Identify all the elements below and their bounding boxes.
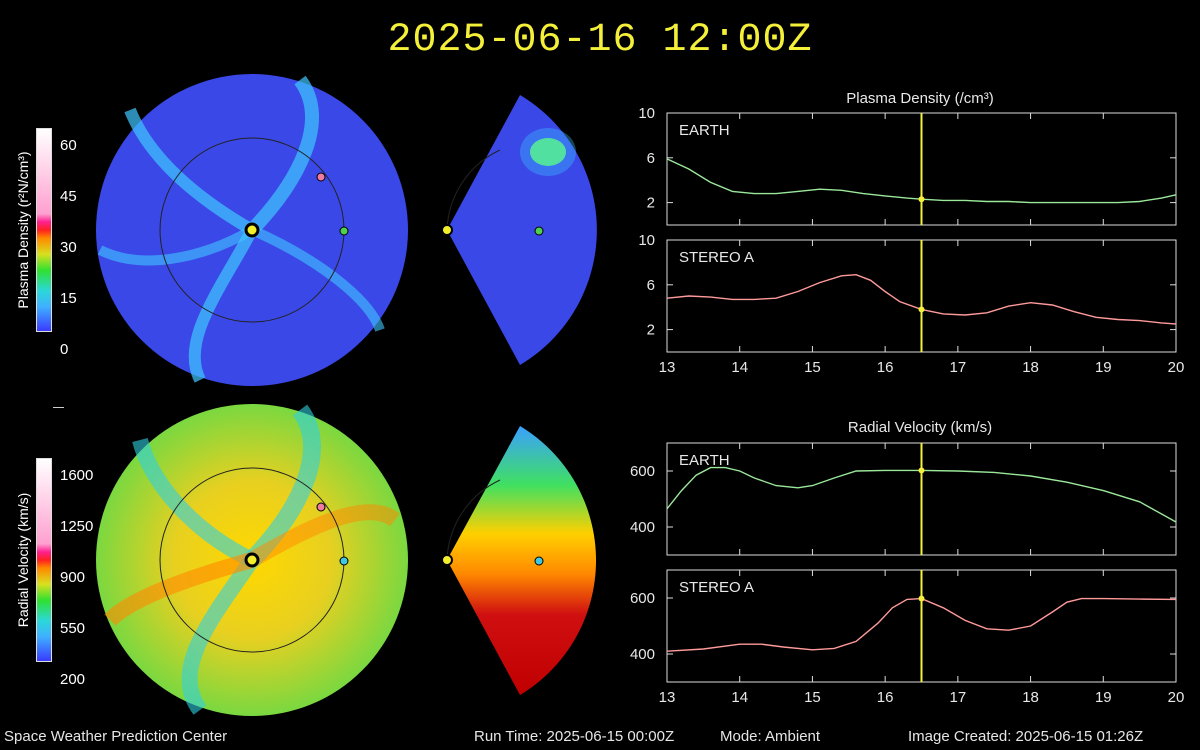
y-tick-label: 6 (647, 277, 655, 294)
y-tick-label: 10 (638, 232, 655, 249)
sun-marker (244, 552, 260, 568)
density-tick: 60 (60, 137, 77, 154)
velocity-panel-title: Radial Velocity (km/s) (847, 419, 993, 436)
velocity-tick: 200 (60, 671, 86, 688)
series-line (666, 273, 1177, 325)
velocity-wedge (446, 426, 597, 695)
y-tick-label: 400 (630, 519, 655, 536)
y-tick-label: 6 (647, 150, 655, 167)
time-series-charts: 2 6 10 EARTH 2 6 10 13 14 15 16 17 18 19 20 STEREO A 400… (630, 105, 1185, 706)
page-title: 2025-06-16 12:00Z (387, 18, 813, 63)
divider-dash (53, 407, 64, 408)
velocity-colorbar-ticks: 1600 1250 900 550 200 (60, 450, 93, 705)
x-tick-label: 15 (804, 689, 821, 706)
y-tick-label: 10 (638, 105, 655, 122)
series-line (666, 466, 1177, 523)
velocity-tick: 550 (60, 620, 86, 637)
density-tick: 15 (60, 290, 77, 307)
x-tick-label: 16 (877, 689, 894, 706)
earth-marker (339, 556, 349, 566)
run-time: Run Time: 2025-06-15 00:00Z (474, 728, 675, 745)
sun-marker (441, 224, 453, 236)
panel-label: EARTH (679, 122, 730, 139)
mode: Mode: Ambient (720, 728, 821, 745)
x-tick-label: 14 (731, 359, 748, 376)
sun-marker (244, 222, 260, 238)
x-tick-label: 20 (1168, 689, 1185, 706)
x-tick-label: 13 (659, 359, 676, 376)
y-tick-label: 600 (630, 463, 655, 480)
x-tick-label: 13 (659, 689, 676, 706)
y-tick-label: 2 (647, 195, 655, 212)
x-tick-label: 18 (1022, 359, 1039, 376)
x-tick-label: 19 (1095, 359, 1112, 376)
density-panel-title: Plasma Density (/cm³) (846, 90, 994, 107)
earth-marker (534, 226, 544, 236)
sun-marker (441, 554, 453, 566)
velocity-tick: 1600 (60, 467, 94, 484)
velocity-tick: 1250 (60, 518, 94, 535)
x-tick-label: 17 (950, 689, 967, 706)
density-tick: 30 (60, 239, 77, 256)
y-tick-label: 600 (630, 590, 655, 607)
panel-label: STEREO A (679, 249, 754, 266)
x-tick-label: 18 (1022, 689, 1039, 706)
x-tick-label: 20 (1168, 359, 1185, 376)
density-wedge (446, 95, 597, 365)
y-tick-label: 400 (630, 646, 655, 663)
cursor-point (918, 467, 925, 474)
density-tick: 0 (60, 341, 69, 358)
x-tick-label: 17 (950, 359, 967, 376)
stereo-a-marker (316, 502, 326, 512)
stereo-a-marker (316, 172, 326, 182)
model-maps (96, 74, 597, 716)
density-colorbar (36, 128, 52, 332)
org-name: Space Weather Prediction Center (4, 728, 228, 745)
x-tick-label: 19 (1095, 689, 1112, 706)
panel-label: EARTH (679, 452, 730, 469)
y-tick-label: 2 (647, 322, 655, 339)
earth-marker (534, 556, 544, 566)
cursor-point (918, 306, 925, 313)
x-tick-label: 14 (731, 689, 748, 706)
x-tick-label: 15 (804, 359, 821, 376)
density-colorbar-ticks: 60 45 30 15 0 (60, 120, 77, 375)
density-tick: 45 (60, 188, 77, 205)
panel-label: STEREO A (679, 579, 754, 596)
earth-marker (339, 226, 349, 236)
image-created: Image Created: 2025-06-15 01:26Z (908, 728, 1144, 745)
x-tick-label: 16 (877, 359, 894, 376)
velocity-colorbar (36, 458, 52, 662)
cursor-point (918, 595, 925, 602)
velocity-tick: 900 (60, 569, 86, 586)
cursor-point (918, 196, 925, 203)
